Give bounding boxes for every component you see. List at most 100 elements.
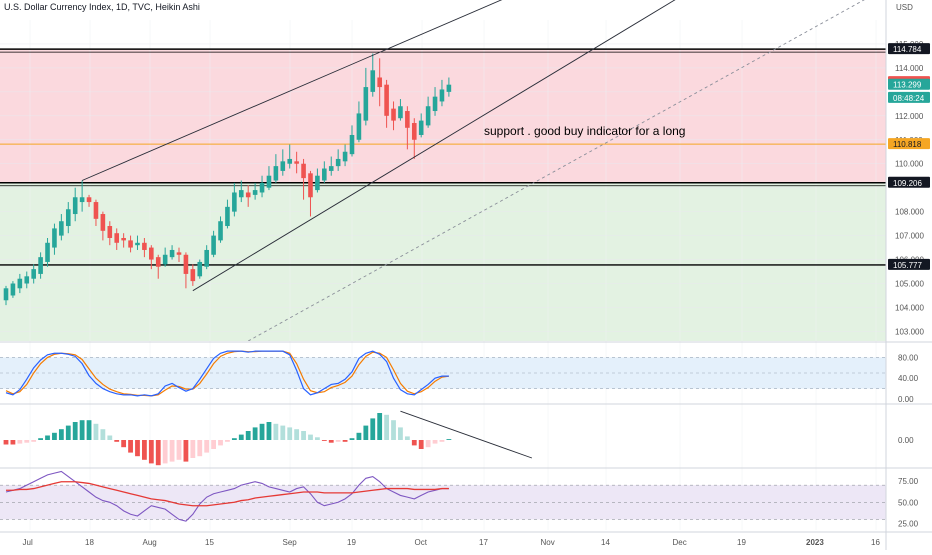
price-tick-label: 108.000: [895, 208, 924, 217]
candle-body: [3, 288, 9, 301]
candle-body: [232, 192, 237, 212]
time-tick-label: 18: [85, 538, 94, 547]
macd-histogram-bar: [204, 440, 210, 453]
macd-histogram-bar: [10, 440, 16, 445]
macd-histogram-bar: [287, 427, 293, 440]
candle-body: [294, 161, 299, 164]
macd-histogram-bar: [142, 440, 147, 460]
candle-body: [59, 221, 64, 236]
macd-histogram-bar: [446, 439, 452, 440]
macd-histogram-bar: [114, 440, 120, 442]
time-tick-label: 2023: [806, 538, 824, 547]
candle-body: [384, 84, 389, 116]
price-badge: [888, 91, 930, 103]
time-tick-label: Sep: [283, 538, 298, 547]
candle-body: [86, 197, 92, 203]
rsi-tick-label: 25.00: [898, 520, 919, 529]
price-zone: [0, 182, 886, 341]
macd-histogram-bar: [418, 440, 424, 449]
macd-histogram-bar: [155, 440, 161, 466]
macd-histogram-bar: [190, 440, 196, 458]
time-tick-label: Nov: [541, 538, 555, 547]
stoch-tick-label: 40.00: [898, 374, 919, 383]
support-annotation: support . good buy indicator for a long: [484, 124, 686, 138]
macd-histogram-bar: [349, 438, 355, 440]
macd-histogram-bar: [432, 440, 438, 444]
macd-histogram-bar: [315, 437, 320, 440]
candle-body: [335, 158, 341, 167]
stoch-tick-label: 80.00: [898, 353, 919, 362]
macd-histogram-bar: [135, 440, 140, 457]
candle-body: [72, 197, 78, 215]
candle-body: [176, 252, 182, 255]
candle-body: [342, 151, 348, 162]
macd-histogram-bar: [100, 429, 106, 440]
candle-body: [405, 111, 410, 128]
candle-body: [356, 113, 362, 140]
macd-histogram-bar: [280, 425, 286, 440]
candle-body: [155, 257, 161, 267]
chart-title: U.S. Dollar Currency Index, 1D, TVC, Hei…: [4, 2, 200, 12]
macd-histogram-bar: [439, 440, 445, 442]
time-tick-label: 14: [601, 538, 610, 547]
candle-body: [24, 276, 30, 284]
macd-trendline: [400, 410, 533, 459]
candle-body: [377, 77, 382, 88]
macd-histogram-bar: [3, 440, 9, 445]
macd-histogram-bar: [162, 440, 168, 464]
macd-histogram-bar: [197, 440, 203, 457]
rsi-tick-label: 75.00: [898, 477, 919, 486]
candle-body: [121, 237, 126, 241]
candle-body: [107, 226, 113, 238]
macd-histogram-bar: [377, 413, 383, 440]
price-badge: [888, 138, 930, 150]
candle-body: [439, 89, 445, 102]
macd-histogram-bar: [238, 434, 244, 440]
candle-body: [17, 278, 23, 289]
price-badge: [888, 176, 930, 188]
time-tick-label: Jul: [23, 538, 33, 547]
price-badge-label: 110.818: [893, 140, 922, 149]
time-tick-label: 15: [205, 538, 214, 547]
macd-histogram-bar: [31, 440, 37, 442]
time-tick-label: 19: [347, 538, 356, 547]
macd-histogram-bar: [308, 434, 313, 440]
macd-histogram-bar: [211, 440, 216, 449]
macd-histogram-bar: [245, 431, 251, 440]
candle-body: [363, 87, 369, 121]
price-badge: [888, 78, 930, 90]
price-tick-label: 103.000: [895, 327, 924, 336]
macd-histogram-bar: [294, 429, 300, 440]
candle-body: [204, 249, 209, 267]
time-tick-label: Aug: [143, 538, 157, 547]
candle-body: [93, 202, 99, 219]
macd-histogram-bar: [411, 440, 417, 446]
macd-tick-label: 0.00: [898, 436, 914, 445]
time-tick-label: Oct: [415, 538, 428, 547]
macd-histogram-bar: [335, 440, 341, 442]
price-tick-label: 104.000: [895, 303, 924, 312]
price-badge-label: 114.784: [893, 45, 922, 54]
macd-histogram-bar: [24, 440, 30, 443]
macd-histogram-bar: [391, 420, 396, 440]
macd-histogram-bar: [148, 440, 154, 464]
macd-histogram-bar: [328, 440, 334, 443]
candle-body: [425, 106, 431, 126]
macd-histogram-bar: [342, 440, 348, 442]
trendline: [81, 0, 503, 181]
candle-body: [135, 242, 140, 246]
macd-histogram-bar: [52, 432, 57, 440]
macd-histogram-bar: [384, 414, 389, 440]
price-tick-label: 105.000: [895, 280, 924, 289]
candle-body: [100, 214, 106, 231]
time-tick-label: 19: [737, 538, 746, 547]
macd-histogram-bar: [72, 422, 78, 440]
candle-body: [328, 166, 334, 171]
macd-histogram-bar: [93, 423, 99, 440]
macd-histogram-bar: [404, 436, 410, 440]
macd-histogram-bar: [86, 420, 92, 440]
candle-body: [169, 249, 175, 258]
candle-body: [218, 221, 223, 241]
